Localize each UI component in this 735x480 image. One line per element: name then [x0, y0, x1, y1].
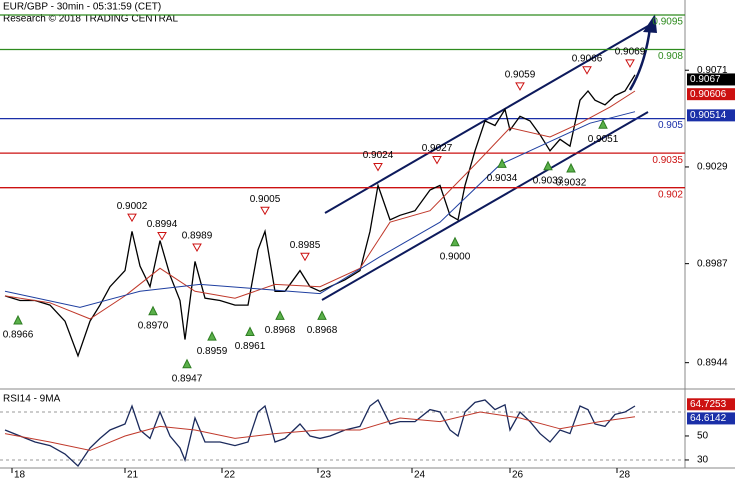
moving-average — [4, 90, 636, 320]
high-marker — [127, 213, 137, 223]
low-marker — [13, 314, 23, 325]
high-label: 0.9024 — [363, 150, 394, 161]
level-label: 0.9095 — [652, 17, 683, 28]
high-label: 0.9069 — [615, 46, 646, 57]
level-label: 0.905 — [658, 120, 683, 131]
moving-average — [4, 111, 636, 308]
high-label: 0.9027 — [422, 143, 453, 154]
high-label: 0.9005 — [250, 194, 281, 205]
low-marker — [275, 310, 285, 320]
x-tick-label: 26 — [512, 470, 524, 480]
high-label: 0.9066 — [572, 53, 603, 64]
y-tick-label: 0.9071 — [697, 65, 728, 76]
price-tag — [687, 398, 735, 411]
price-line — [4, 399, 636, 467]
high-marker — [260, 206, 270, 216]
y-tick-label: 0.8987 — [697, 258, 728, 269]
price-tag-label: 0.90606 — [690, 89, 727, 100]
high-marker — [192, 243, 202, 253]
rsi-title: RSI14 - 9MA — [3, 394, 61, 405]
high-label: 0.9002 — [117, 201, 148, 212]
low-marker — [566, 162, 576, 173]
moving-average — [4, 411, 636, 451]
low-marker — [598, 119, 608, 129]
x-tick-label: 24 — [414, 470, 426, 480]
low-marker — [450, 236, 460, 247]
price-tag-label: 64.6142 — [690, 413, 727, 424]
low-marker — [148, 305, 158, 316]
y-tick-label: 0.8944 — [697, 357, 728, 368]
x-tick-label: 21 — [127, 470, 139, 480]
low-label: 0.9051 — [588, 134, 619, 145]
high-marker — [300, 252, 310, 262]
x-tick-label: 23 — [320, 470, 332, 480]
arrow-head — [643, 14, 657, 33]
low-label: 0.8970 — [138, 320, 169, 331]
level-label: 0.9035 — [652, 155, 683, 166]
high-marker — [625, 59, 635, 68]
low-marker — [245, 326, 255, 337]
level-label: 0.908 — [658, 51, 683, 62]
high-label: 0.8994 — [147, 219, 178, 230]
high-marker — [582, 66, 592, 75]
price-tag — [687, 88, 735, 101]
low-label: 0.8959 — [197, 346, 228, 357]
low-marker — [182, 358, 192, 369]
low-label: 0.9033 — [533, 175, 564, 186]
y-tick-label: 0.9029 — [697, 162, 728, 173]
x-tick-label: 22 — [224, 470, 236, 480]
price-tag-label: 64.7253 — [690, 399, 727, 410]
low-label: 0.8968 — [307, 325, 338, 336]
high-marker — [157, 232, 167, 241]
high-marker — [515, 82, 525, 91]
chart-title: EUR/GBP - 30min - 05:31:59 (CET) — [3, 2, 161, 13]
low-label: 0.8947 — [172, 373, 203, 384]
low-label: 0.8966 — [3, 330, 34, 341]
price-tag — [687, 73, 735, 86]
price-tag-label: 0.90514 — [690, 110, 727, 121]
chart-subtitle: Research © 2018 TRADING CENTRAL — [3, 14, 178, 25]
high-label: 0.9059 — [505, 70, 536, 81]
y-tick-label: 30 — [697, 455, 709, 466]
low-marker — [497, 158, 507, 168]
low-label: 0.9034 — [487, 173, 518, 184]
low-label: 0.9032 — [556, 178, 587, 189]
y-tick-label: 50 — [697, 431, 709, 442]
low-marker — [317, 310, 327, 320]
low-label: 0.8968 — [265, 325, 296, 336]
channel-lower — [321, 111, 649, 301]
x-tick-label: 18 — [14, 470, 26, 480]
high-label: 0.8989 — [182, 231, 213, 242]
low-label: 0.8961 — [235, 341, 266, 352]
x-tick-label: 28 — [619, 470, 631, 480]
high-label: 0.8985 — [290, 240, 321, 251]
level-label: 0.902 — [658, 189, 683, 200]
price-tag — [687, 109, 735, 122]
price-tag — [687, 412, 735, 425]
low-label: 0.9000 — [440, 251, 471, 262]
channel-upper — [324, 25, 649, 214]
high-marker — [373, 162, 383, 172]
low-marker — [543, 160, 553, 171]
forecast-arrow — [628, 27, 652, 91]
price-tag-label: 0.9067 — [690, 74, 721, 85]
low-marker — [207, 331, 217, 341]
high-marker — [432, 156, 442, 165]
